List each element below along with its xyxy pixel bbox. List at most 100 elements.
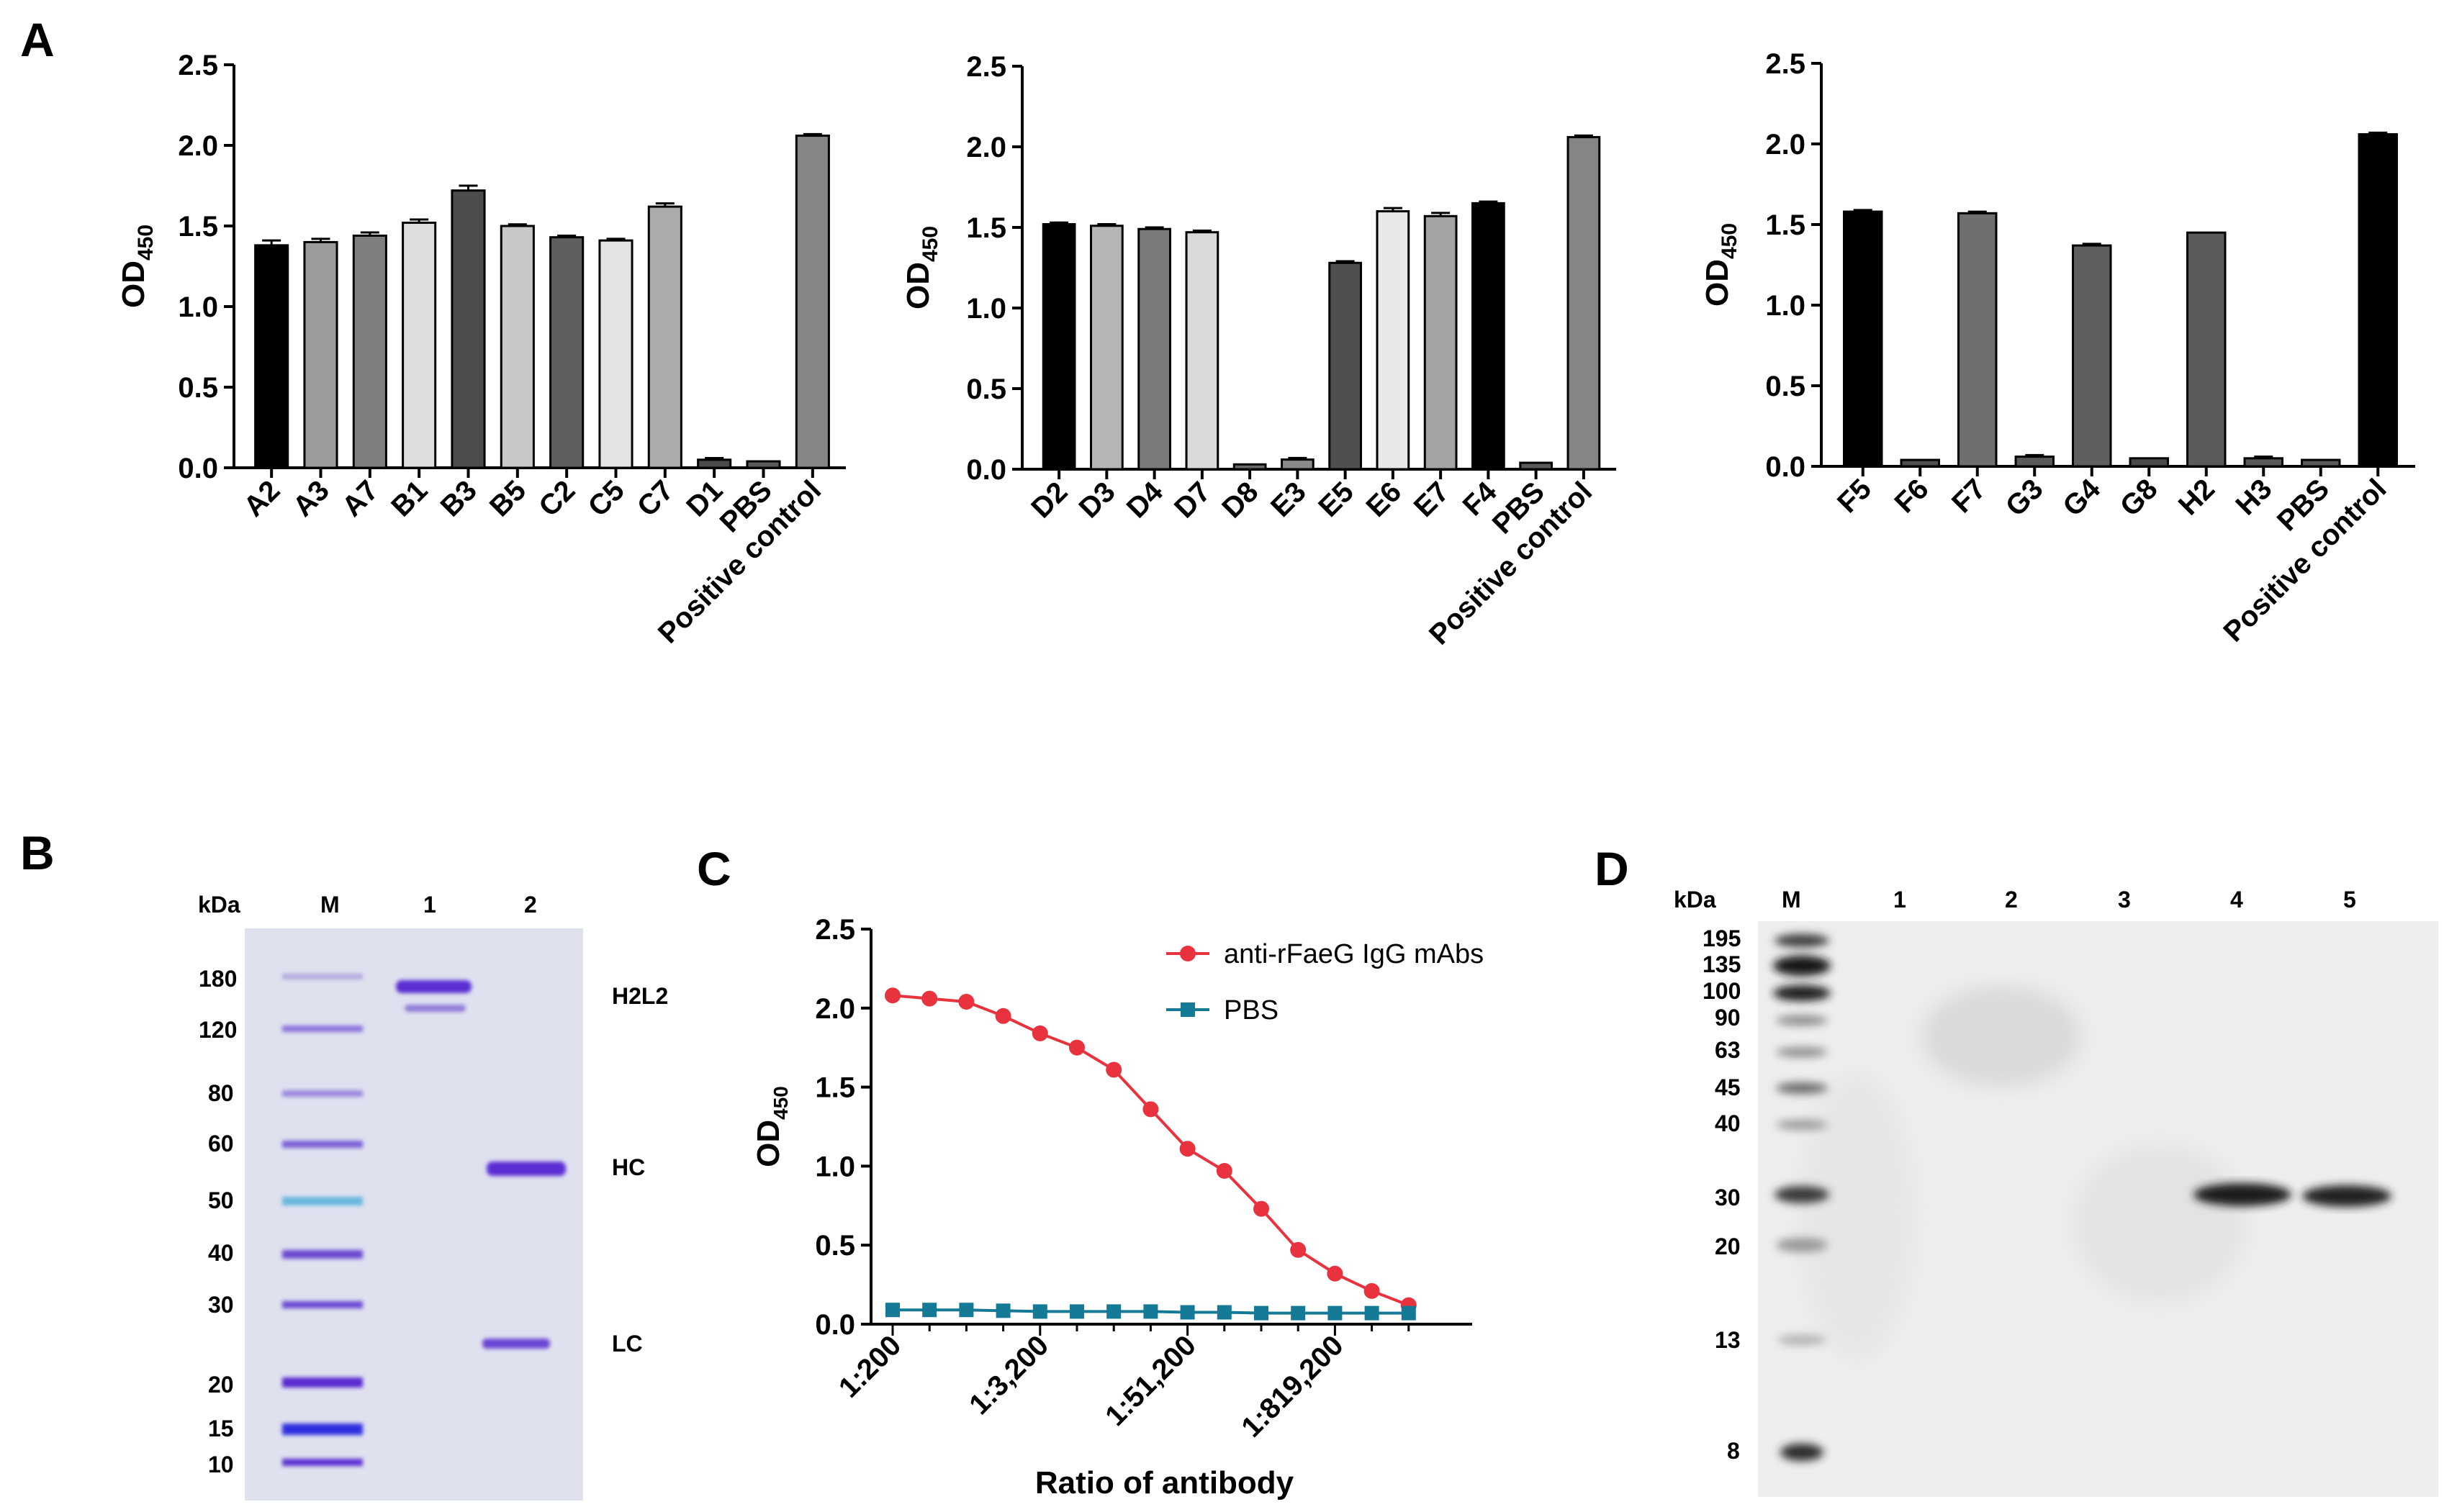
gel-lane-label: M — [320, 892, 340, 918]
blot-marker-label: 195 — [1703, 925, 1741, 951]
y-tick-label: 1.0 — [178, 291, 218, 323]
data-point — [1106, 1061, 1122, 1078]
blot-lane-label: 4 — [2230, 887, 2243, 913]
y-tick-label: 1.0 — [966, 293, 1006, 325]
y-tick-label: 1.0 — [815, 1151, 855, 1182]
data-point — [1032, 1025, 1048, 1041]
bar — [1423, 214, 1458, 471]
x-tick-label: F5 — [1831, 473, 1877, 519]
gel-lane-label: 2 — [524, 892, 537, 918]
bar — [697, 458, 732, 469]
y-tick-label: 2.0 — [815, 993, 855, 1025]
x-tick-label: D7 — [1168, 476, 1217, 524]
y-tick-label: 2.5 — [815, 914, 855, 946]
bar — [303, 240, 338, 469]
x-tick-label: G4 — [2057, 473, 2106, 522]
blot-lane-label: 2 — [2005, 887, 2018, 913]
blot-marker-label: 20 — [1715, 1233, 1741, 1259]
y-tick-label: 1.5 — [178, 211, 218, 243]
y-tick-label: 2.5 — [966, 51, 1006, 83]
bar — [647, 205, 682, 469]
bar — [500, 225, 535, 469]
x-axis-label: Ratio of antibody — [1035, 1465, 1294, 1500]
x-tick-label: 1:51,200 — [1099, 1329, 1202, 1432]
bar — [402, 222, 437, 469]
blot-marker-label: 100 — [1703, 978, 1741, 1004]
blot-lane-label: 3 — [2118, 887, 2131, 913]
panel-letter-a: A — [20, 13, 55, 66]
legend-marker — [1180, 946, 1196, 961]
bar — [1185, 231, 1219, 471]
bar — [1900, 458, 1940, 468]
blot-marker-label: 8 — [1727, 1438, 1740, 1464]
gel-background — [245, 928, 583, 1500]
x-tick-label: A2 — [238, 474, 286, 522]
y-tick-label: 0.5 — [178, 372, 218, 404]
data-point — [1180, 1305, 1195, 1320]
y-tick-label: 0.5 — [815, 1230, 855, 1262]
data-point — [922, 1303, 937, 1318]
bar — [1376, 210, 1410, 471]
bar — [549, 236, 585, 469]
data-point — [1143, 1304, 1158, 1319]
blot-marker-label: 30 — [1715, 1185, 1741, 1210]
blot-marker-label: 90 — [1715, 1005, 1741, 1031]
gel-marker-label: 120 — [199, 1017, 237, 1043]
gel-band-label: HC — [612, 1154, 645, 1180]
y-tick-label: 1.5 — [815, 1072, 855, 1104]
data-point — [885, 1303, 900, 1318]
bar — [1471, 202, 1505, 471]
bar — [352, 234, 387, 469]
blot-marker-label: 135 — [1703, 951, 1741, 977]
x-tick-label: B5 — [484, 474, 532, 522]
data-point — [996, 1303, 1011, 1318]
x-tick-label: H2 — [2173, 473, 2221, 521]
bar — [2301, 458, 2341, 468]
legend-label: anti-rFaeG IgG mAbs — [1224, 939, 1484, 969]
data-point — [1106, 1304, 1122, 1319]
blot-lane-label: 5 — [2343, 887, 2356, 913]
bar — [795, 135, 830, 469]
x-tick-label: G3 — [2000, 473, 2050, 522]
gel-marker-label: 20 — [208, 1372, 234, 1398]
data-point — [1291, 1305, 1306, 1321]
legend-label: PBS — [1224, 995, 1279, 1026]
y-tick-label: 2.5 — [178, 50, 218, 81]
y-axis-label: OD450 — [751, 1086, 792, 1167]
y-axis-label: OD450 — [1700, 223, 1741, 307]
y-tick-label: 0.0 — [178, 453, 218, 484]
x-tick-label: G8 — [2114, 473, 2164, 522]
blot-sample-bands — [2193, 1183, 2391, 1207]
x-tick-label: D8 — [1216, 476, 1264, 524]
data-point — [1216, 1162, 1232, 1179]
y-tick-label: 2.0 — [178, 130, 218, 162]
bar-chart-a1: 0.0 0.5 1.0 1.5 2.0 2.5 OD450 A2 A3 A7 B1 B3 B5 C2 C5 C… — [116, 50, 846, 650]
gel-marker-label: 60 — [208, 1131, 234, 1156]
x-tick-label: B3 — [435, 474, 483, 522]
bar — [1137, 227, 1171, 471]
gel-lane-label: 1 — [423, 892, 436, 918]
bar — [1090, 225, 1124, 471]
x-tick-label: E6 — [1361, 476, 1408, 523]
y-axis-label: OD450 — [116, 225, 158, 308]
gel-band-label: H2L2 — [612, 983, 668, 1009]
bar — [2129, 457, 2169, 468]
series-line — [892, 994, 1410, 1307]
data-point — [1253, 1200, 1269, 1217]
bar — [746, 460, 781, 469]
blot-lane-label: 1 — [1893, 887, 1906, 913]
blot-panel-d: kDa M 1 2 3 4 5 195 135 100 90 63 45 40 … — [1674, 887, 2438, 1497]
bar — [1843, 210, 1883, 468]
x-tick-label: E7 — [1408, 476, 1456, 523]
y-tick-label: 0.5 — [966, 374, 1006, 405]
blot-marker-label: 45 — [1715, 1074, 1741, 1100]
y-tick-label: 0.5 — [1765, 371, 1805, 402]
bar — [1566, 136, 1601, 471]
y-tick-label: 0.0 — [966, 454, 1006, 486]
x-tick-label: D2 — [1025, 476, 1073, 524]
panel-letter-d: D — [1595, 842, 1629, 895]
blot-kda-label: kDa — [1674, 887, 1716, 913]
